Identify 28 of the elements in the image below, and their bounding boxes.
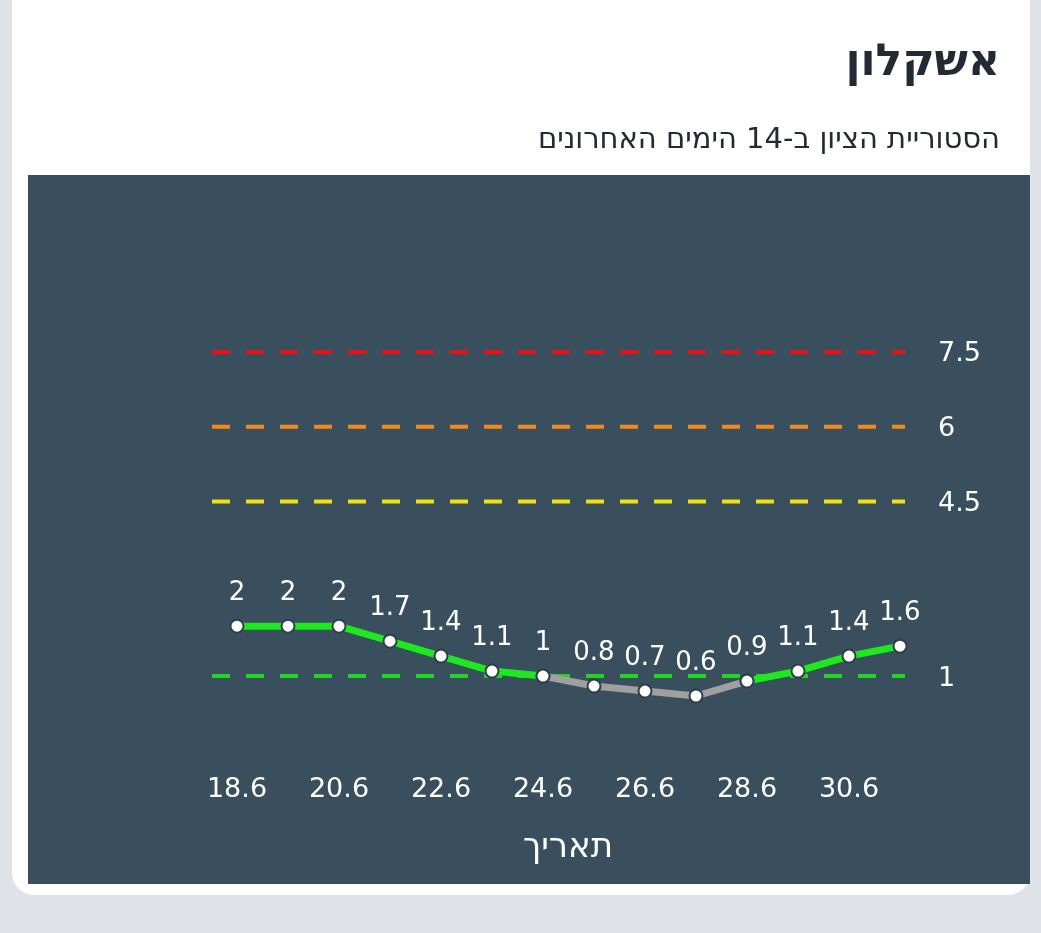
data-label: 2 [279, 576, 297, 607]
data-label: 0.6 [675, 646, 717, 676]
x-tick-label: 22.6 [410, 772, 472, 803]
data-label: 0.8 [573, 636, 615, 667]
ref-line-label: 7.5 [938, 336, 981, 368]
data-label: 0.7 [624, 641, 666, 672]
data-label: 0.9 [726, 631, 768, 662]
x-tick-label: 20.6 [308, 772, 370, 803]
ref-line-label: 6 [938, 411, 956, 443]
x-tick-label: 30.6 [818, 772, 880, 803]
data-label: 1.4 [828, 606, 870, 637]
data-label: 1.6 [879, 596, 921, 627]
ref-line-label: 1 [938, 660, 956, 692]
x-axis-title: תאריך [522, 825, 614, 865]
x-tick-label: 28.6 [716, 772, 778, 803]
data-label: 1.1 [471, 621, 513, 652]
data-label: 1.4 [420, 606, 462, 637]
chart-title: אשקלון [845, 34, 1000, 86]
ref-line-label: 4.5 [938, 486, 981, 518]
data-label: 2 [330, 576, 348, 607]
x-tick-label: 18.6 [206, 772, 268, 803]
data-label: 1 [534, 626, 552, 657]
x-tick-label: 24.6 [512, 772, 574, 803]
data-label: 1.1 [777, 621, 819, 652]
data-label: 1.7 [369, 591, 411, 622]
x-tick-label: 26.6 [614, 772, 676, 803]
data-label: 2 [228, 576, 246, 607]
chart-subtitle: הסטוריית הציון ב-14 הימים האחרונים [537, 121, 1000, 155]
